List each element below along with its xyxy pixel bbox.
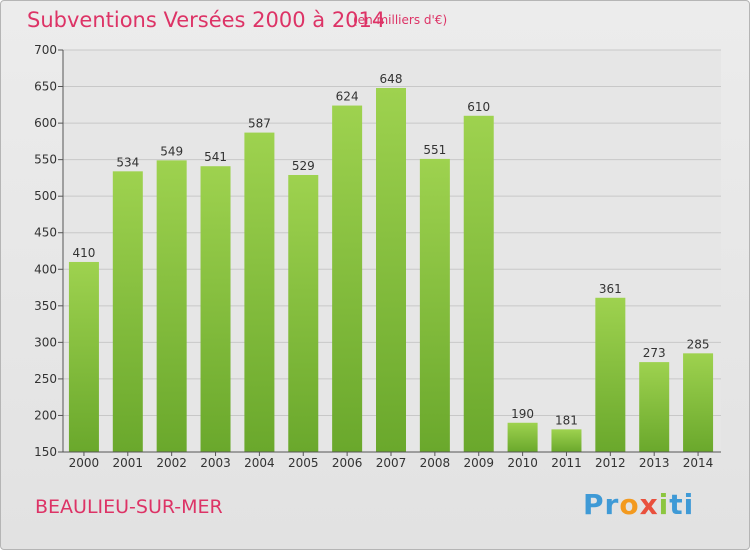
- x-tick-label: 2014: [683, 456, 714, 470]
- brand-part: Pr: [583, 488, 620, 521]
- bar: [683, 353, 714, 452]
- y-tick-label: 550: [34, 153, 57, 167]
- y-tick-label: 150: [34, 445, 57, 459]
- bar-value-label: 610: [467, 100, 490, 114]
- brand-part: x: [639, 488, 659, 521]
- x-tick-label: 2002: [156, 456, 187, 470]
- x-tick-label: 2010: [507, 456, 538, 470]
- bars: 410 534 549 541 587 529 624 648 551 610 190 181 361 2…: [68, 72, 714, 453]
- x-tick-label: 2004: [244, 456, 275, 470]
- y-tick-label: 300: [34, 335, 57, 349]
- bar: [463, 115, 494, 453]
- bar: [595, 297, 626, 452]
- chart-subtitle: (en milliers d'€): [353, 13, 448, 27]
- bar: [288, 174, 319, 452]
- bar-value-label: 273: [643, 346, 666, 360]
- y-tick-label: 250: [34, 372, 57, 386]
- y-tick-label: 450: [34, 226, 57, 240]
- bar-value-label: 549: [160, 144, 183, 158]
- x-tick-label: 2013: [639, 456, 670, 470]
- y-axis: 150 200 250 300 350 400 450 500 550 600 650 700: [34, 43, 64, 459]
- x-tick-label: 2009: [463, 456, 494, 470]
- x-tick-label: 2001: [113, 456, 144, 470]
- bar-value-label: 529: [292, 159, 315, 173]
- x-tick-label: 2005: [288, 456, 319, 470]
- bar: [376, 88, 406, 453]
- bar: [244, 132, 275, 453]
- y-tick-label: 600: [34, 116, 57, 130]
- brand-part: i: [658, 488, 670, 521]
- x-tick-label: 2012: [595, 456, 626, 470]
- place-name: BEAULIEU-SUR-MER: [35, 496, 223, 518]
- bar-value-label: 534: [116, 155, 139, 169]
- bar-value-label: 361: [599, 282, 622, 296]
- bar: [551, 429, 582, 452]
- bar: [507, 422, 538, 452]
- bar-value-label: 624: [336, 90, 359, 104]
- x-tick-label: 2003: [200, 456, 231, 470]
- bar: [419, 158, 450, 452]
- bar: [112, 171, 143, 452]
- x-tick-label: 2011: [551, 456, 582, 470]
- bar: [200, 166, 231, 452]
- x-axis: 2000 2001 2002 2003 2004 2005 2006 2007 2008 2009…: [63, 451, 721, 470]
- y-tick-label: 400: [34, 262, 57, 276]
- bar-value-label: 181: [555, 413, 578, 427]
- y-tick-label: 350: [34, 299, 57, 313]
- bar: [332, 105, 363, 453]
- bar: [639, 362, 670, 452]
- brand-part: o: [619, 488, 640, 521]
- bar-value-label: 285: [687, 337, 710, 351]
- bar-value-label: 190: [511, 407, 534, 421]
- x-tick-label: 2007: [376, 456, 407, 470]
- brand-part: ti: [669, 488, 695, 521]
- y-tick-label: 200: [34, 408, 57, 422]
- x-tick-label: 2000: [69, 456, 100, 470]
- x-tick-label: 2006: [332, 456, 363, 470]
- y-tick-label: 500: [34, 189, 57, 203]
- brand-logo: Proxiti: [583, 488, 694, 521]
- y-tick-label: 650: [34, 80, 57, 94]
- bar-value-label: 541: [204, 150, 227, 164]
- bar-value-label: 551: [423, 143, 446, 157]
- y-tick-label: 700: [34, 43, 57, 57]
- bar-value-label: 410: [72, 246, 95, 260]
- bar-value-label: 648: [380, 72, 403, 86]
- bar: [68, 261, 99, 452]
- bar: [156, 160, 187, 452]
- chart-title: Subventions Versées 2000 à 2014: [27, 8, 386, 32]
- x-tick-label: 2008: [420, 456, 451, 470]
- bar-value-label: 587: [248, 117, 271, 131]
